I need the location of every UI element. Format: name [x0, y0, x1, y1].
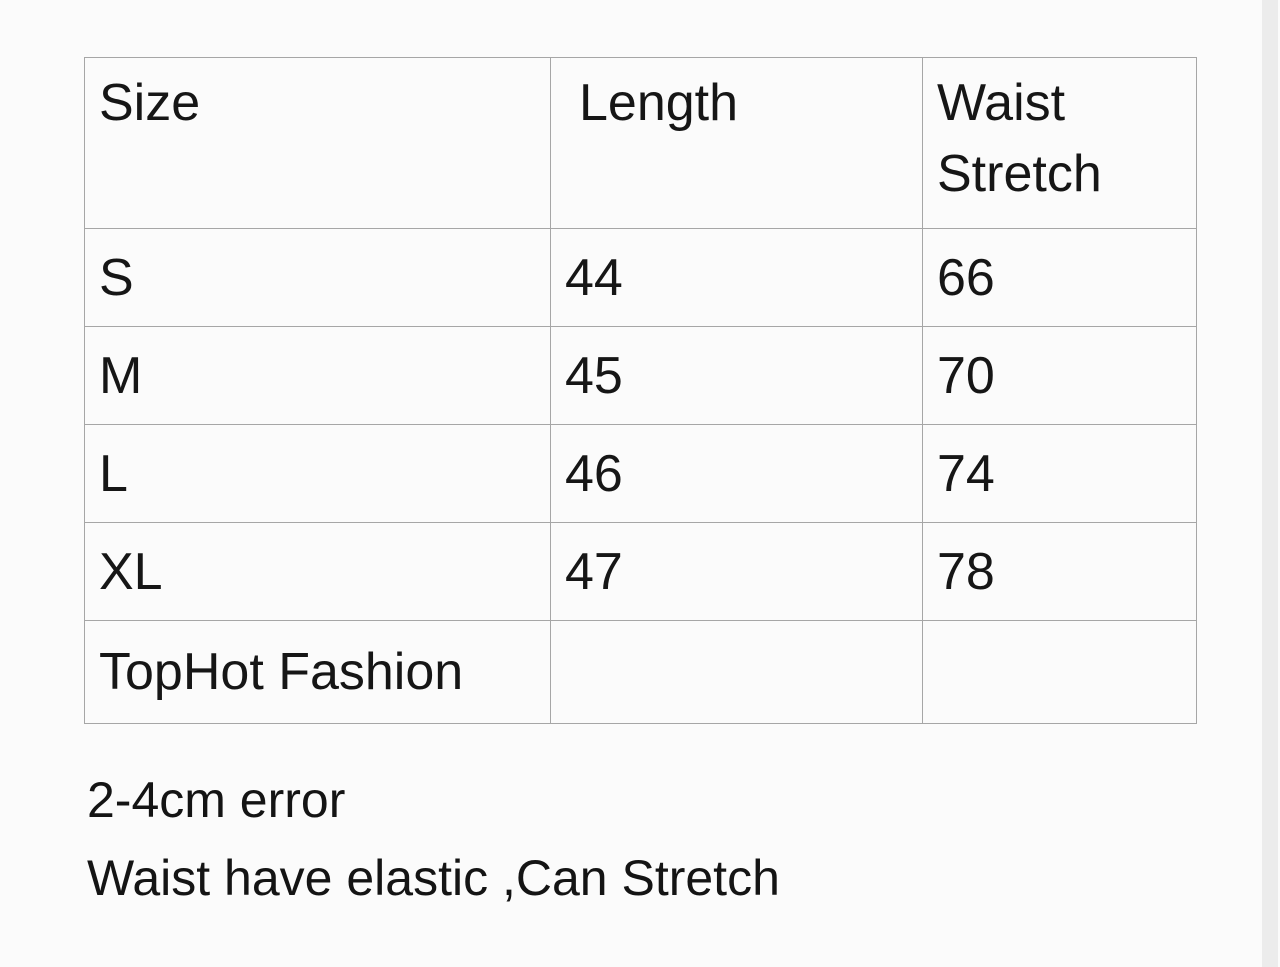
header-row: Size Length Waist Stretch: [84, 57, 1197, 229]
table-row-xl: XL 47 78: [84, 522, 1197, 621]
page-edge-shadow: [1262, 0, 1278, 967]
brand-cell: TopHot Fashion: [84, 620, 551, 724]
header-cell-size: Size: [84, 57, 551, 229]
table-cell: 70: [922, 326, 1197, 425]
table-cell: 44: [550, 228, 923, 327]
table-row-l: L 46 74: [84, 424, 1197, 523]
table-cell: XL: [84, 522, 551, 621]
header-cell-waist-stretch: Waist Stretch: [922, 57, 1197, 229]
size-chart-table: Size Length Waist Stretch S 44 66 M 45 7…: [84, 57, 1197, 724]
table-cell: L: [84, 424, 551, 523]
table-cell: S: [84, 228, 551, 327]
table-cell: 46: [550, 424, 923, 523]
table-cell: 45: [550, 326, 923, 425]
table-cell: 66: [922, 228, 1197, 327]
table-row-brand: TopHot Fashion: [84, 620, 1197, 724]
note-elastic: Waist have elastic ,Can Stretch: [87, 850, 780, 906]
table-cell: M: [84, 326, 551, 425]
table-cell: [922, 620, 1197, 724]
table-cell: 47: [550, 522, 923, 621]
table-cell: [550, 620, 923, 724]
table-row-m: M 45 70: [84, 326, 1197, 425]
table-cell: 74: [922, 424, 1197, 523]
table-row-s: S 44 66: [84, 228, 1197, 327]
size-chart-notes: 2-4cm error Waist have elastic ,Can Stre…: [87, 761, 780, 917]
note-error-tolerance: 2-4cm error: [87, 772, 346, 828]
header-cell-length: Length: [550, 57, 923, 229]
table-cell: 78: [922, 522, 1197, 621]
